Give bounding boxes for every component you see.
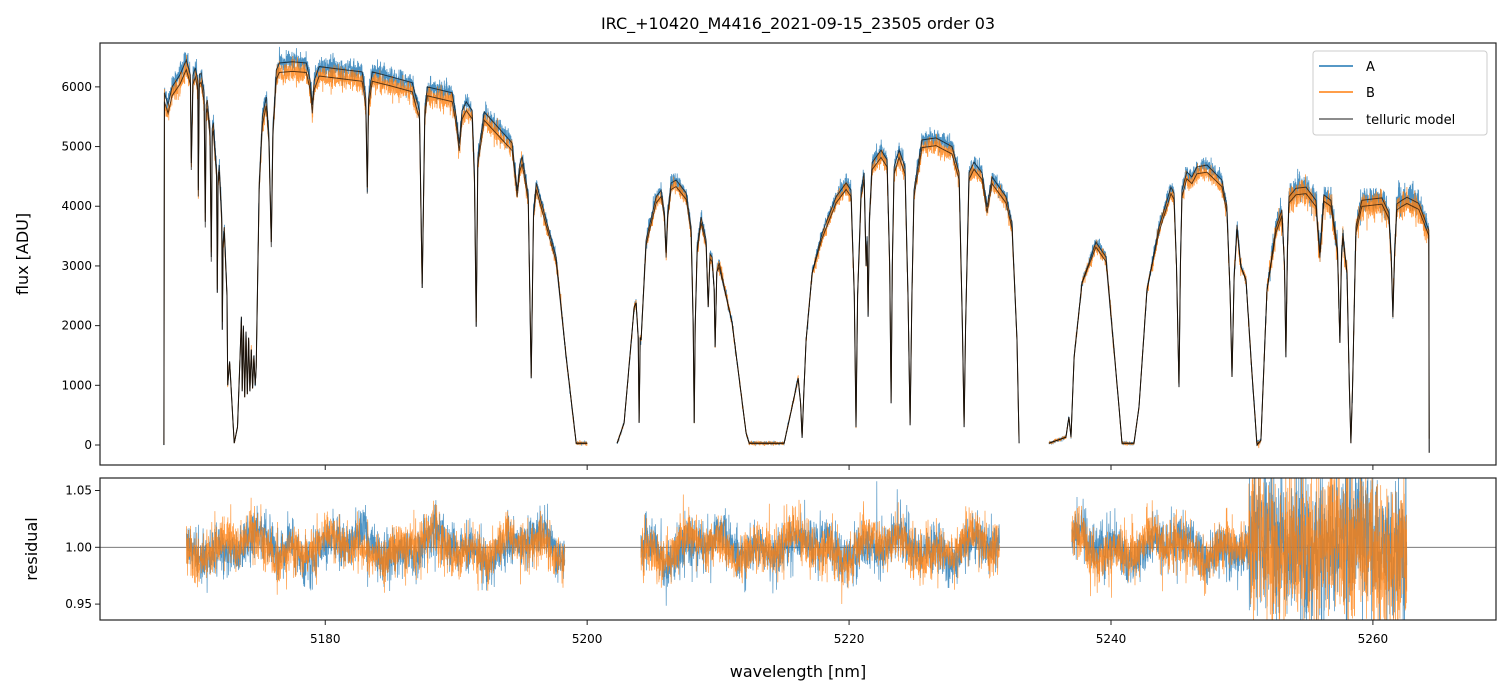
telluric-model-line-b — [163, 68, 1430, 453]
spectrum-y-axis-label: flux [ADU] — [13, 213, 32, 295]
residual-series-b — [186, 478, 1408, 620]
legend: A B telluric model — [1312, 50, 1488, 136]
x-ticks: 5180 5200 5220 5240 5260 — [310, 465, 1388, 646]
residual-y-tick-label: 1.05 — [65, 483, 92, 497]
legend-label-model: telluric model — [1366, 113, 1455, 128]
x-tick-label: 5240 — [1096, 632, 1127, 646]
legend-box — [1312, 50, 1488, 136]
x-axis-label: wavelength [nm] — [730, 662, 867, 681]
legend-label-b: B — [1366, 86, 1375, 101]
y-tick-label: 3000 — [61, 259, 92, 273]
legend-label-a: A — [1366, 60, 1375, 75]
y-tick-label: 2000 — [61, 319, 92, 333]
residual-y-axis-label: residual — [22, 517, 41, 580]
chart-title: IRC_+10420_M4416_2021-09-15_23505 order … — [601, 14, 995, 34]
y-tick-label: 6000 — [61, 80, 92, 94]
residual-y-tick-label: 0.95 — [65, 597, 92, 611]
x-tick-label: 5220 — [834, 632, 865, 646]
spectrum-plot-area — [163, 46, 1430, 453]
residual-y-tick-label: 1.00 — [65, 540, 92, 554]
x-tick-label: 5200 — [572, 632, 603, 646]
spectrum-y-ticks: 0 1000 2000 3000 4000 5000 6000 — [61, 80, 100, 452]
residual-plot-area — [100, 478, 1496, 620]
y-tick-label: 5000 — [61, 140, 92, 154]
x-tick-label: 5260 — [1358, 632, 1389, 646]
x-tick-label: 5180 — [310, 632, 341, 646]
y-tick-label: 4000 — [61, 199, 92, 213]
y-tick-label: 1000 — [61, 378, 92, 392]
y-tick-label: 0 — [84, 438, 92, 452]
spectrum-axes-frame — [99, 42, 1497, 466]
residual-y-ticks: 0.95 1.00 1.05 — [65, 483, 100, 611]
residual-axes-frame — [99, 477, 1497, 621]
